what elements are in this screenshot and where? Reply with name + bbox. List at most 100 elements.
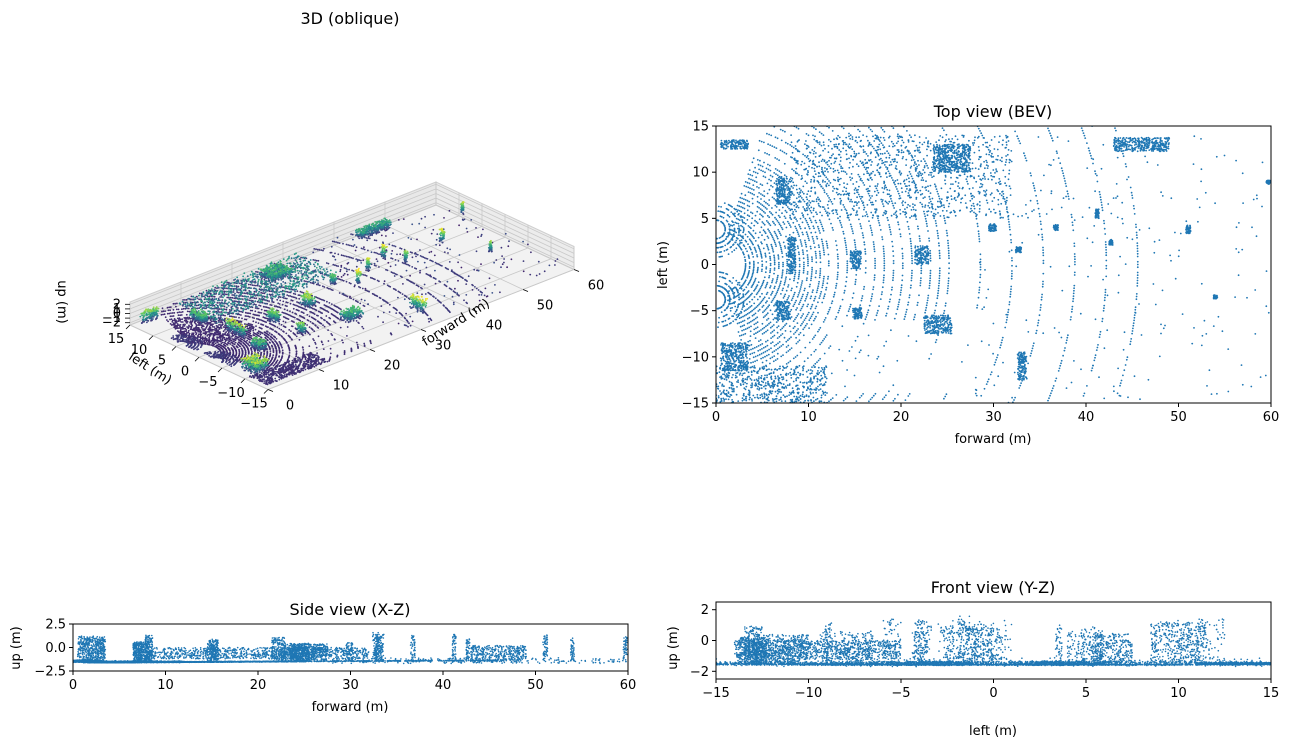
oblique-point (376, 260, 379, 263)
oblique-point (331, 240, 334, 243)
oblique-point (441, 229, 444, 232)
oblique-point (382, 311, 385, 314)
oblique-point (381, 250, 384, 253)
oblique-point (308, 294, 311, 296)
oblique-point (272, 329, 274, 331)
oblique-point (366, 233, 368, 235)
oblique-point (411, 306, 413, 309)
oblique-point (419, 298, 421, 301)
oblique-point (342, 274, 345, 277)
oblique-point (331, 276, 334, 278)
oblique-point (358, 285, 360, 288)
oblique-point (222, 296, 224, 299)
oblique-point (360, 247, 363, 250)
oblique-point (404, 258, 407, 260)
oblique-point (273, 305, 276, 307)
oblique-point (219, 304, 222, 307)
oblique-point (263, 302, 266, 305)
oblique-point (409, 251, 412, 254)
oblique-point (359, 274, 361, 277)
oblique-point (257, 268, 260, 270)
oblique-point (252, 276, 254, 279)
oblique-point (361, 325, 364, 328)
oblique-point (290, 257, 293, 260)
oblique-point (314, 270, 317, 273)
oblique-point (235, 294, 238, 297)
oblique-point (356, 260, 359, 262)
oblique-point (397, 322, 400, 325)
oblique-point (202, 291, 205, 294)
oblique-point (269, 294, 272, 297)
oblique-point (206, 294, 209, 297)
oblique-point (313, 313, 316, 315)
oblique-point (503, 258, 505, 260)
oblique-point (420, 310, 423, 313)
oblique-point (283, 264, 285, 267)
oblique-point (227, 292, 230, 295)
oblique-point (501, 255, 503, 257)
oblique-point (449, 248, 451, 251)
oblique-point (409, 305, 411, 308)
oblique-point (345, 270, 348, 273)
oblique-point (249, 283, 252, 286)
oblique-point (284, 287, 287, 290)
oblique-point (288, 272, 291, 275)
oblique-point (279, 260, 282, 263)
oblique-point (242, 279, 245, 282)
oblique-point (209, 307, 212, 310)
oblique-point (302, 277, 305, 280)
oblique-point (438, 244, 441, 247)
oblique-point (334, 321, 337, 324)
oblique-point (462, 212, 464, 215)
oblique-point (181, 300, 184, 303)
oblique-point (295, 348, 298, 350)
oblique-point (307, 302, 309, 304)
oblique-point (375, 251, 377, 254)
oblique-point (242, 309, 245, 312)
oblique-point (270, 274, 273, 277)
oblique-point (360, 315, 363, 318)
oblique-point (277, 266, 279, 269)
oblique-point (257, 311, 260, 314)
oblique-point (174, 302, 177, 305)
oblique-title: 3D (oblique) (300, 9, 399, 28)
oblique-point (318, 271, 321, 274)
oblique-point (258, 326, 261, 329)
oblique-point (250, 337, 253, 340)
oblique-point (236, 291, 239, 294)
oblique-point (314, 305, 317, 308)
oblique-point (303, 303, 305, 306)
oblique-point (378, 231, 381, 234)
oblique-point (236, 276, 239, 279)
oblique-point (284, 286, 286, 288)
oblique-point (296, 290, 299, 292)
oblique-point (288, 349, 291, 352)
oblique-point (487, 247, 490, 249)
oblique-gridline-y (244, 235, 552, 380)
oblique-point (408, 264, 411, 267)
oblique-point (271, 289, 274, 292)
oblique-point (326, 287, 329, 289)
oblique-point (222, 326, 225, 328)
oblique-point (405, 269, 408, 272)
oblique-point (298, 280, 301, 283)
oblique-point (287, 276, 290, 279)
oblique-point (342, 254, 345, 257)
oblique-point (222, 311, 225, 314)
oblique-point (313, 297, 316, 300)
oblique-point (380, 229, 383, 231)
oblique-point (311, 354, 314, 357)
oblique-point (279, 270, 282, 273)
oblique-point (218, 291, 221, 294)
oblique-point (380, 224, 383, 226)
oblique-point (270, 310, 273, 313)
oblique-point (301, 302, 304, 305)
oblique-point (364, 227, 366, 230)
oblique-point (213, 307, 215, 310)
oblique-point (218, 302, 221, 304)
oblique-point (336, 311, 339, 314)
oblique-point (191, 298, 193, 301)
oblique-point (411, 320, 414, 323)
oblique-point (383, 299, 385, 302)
oblique-point (291, 288, 294, 291)
